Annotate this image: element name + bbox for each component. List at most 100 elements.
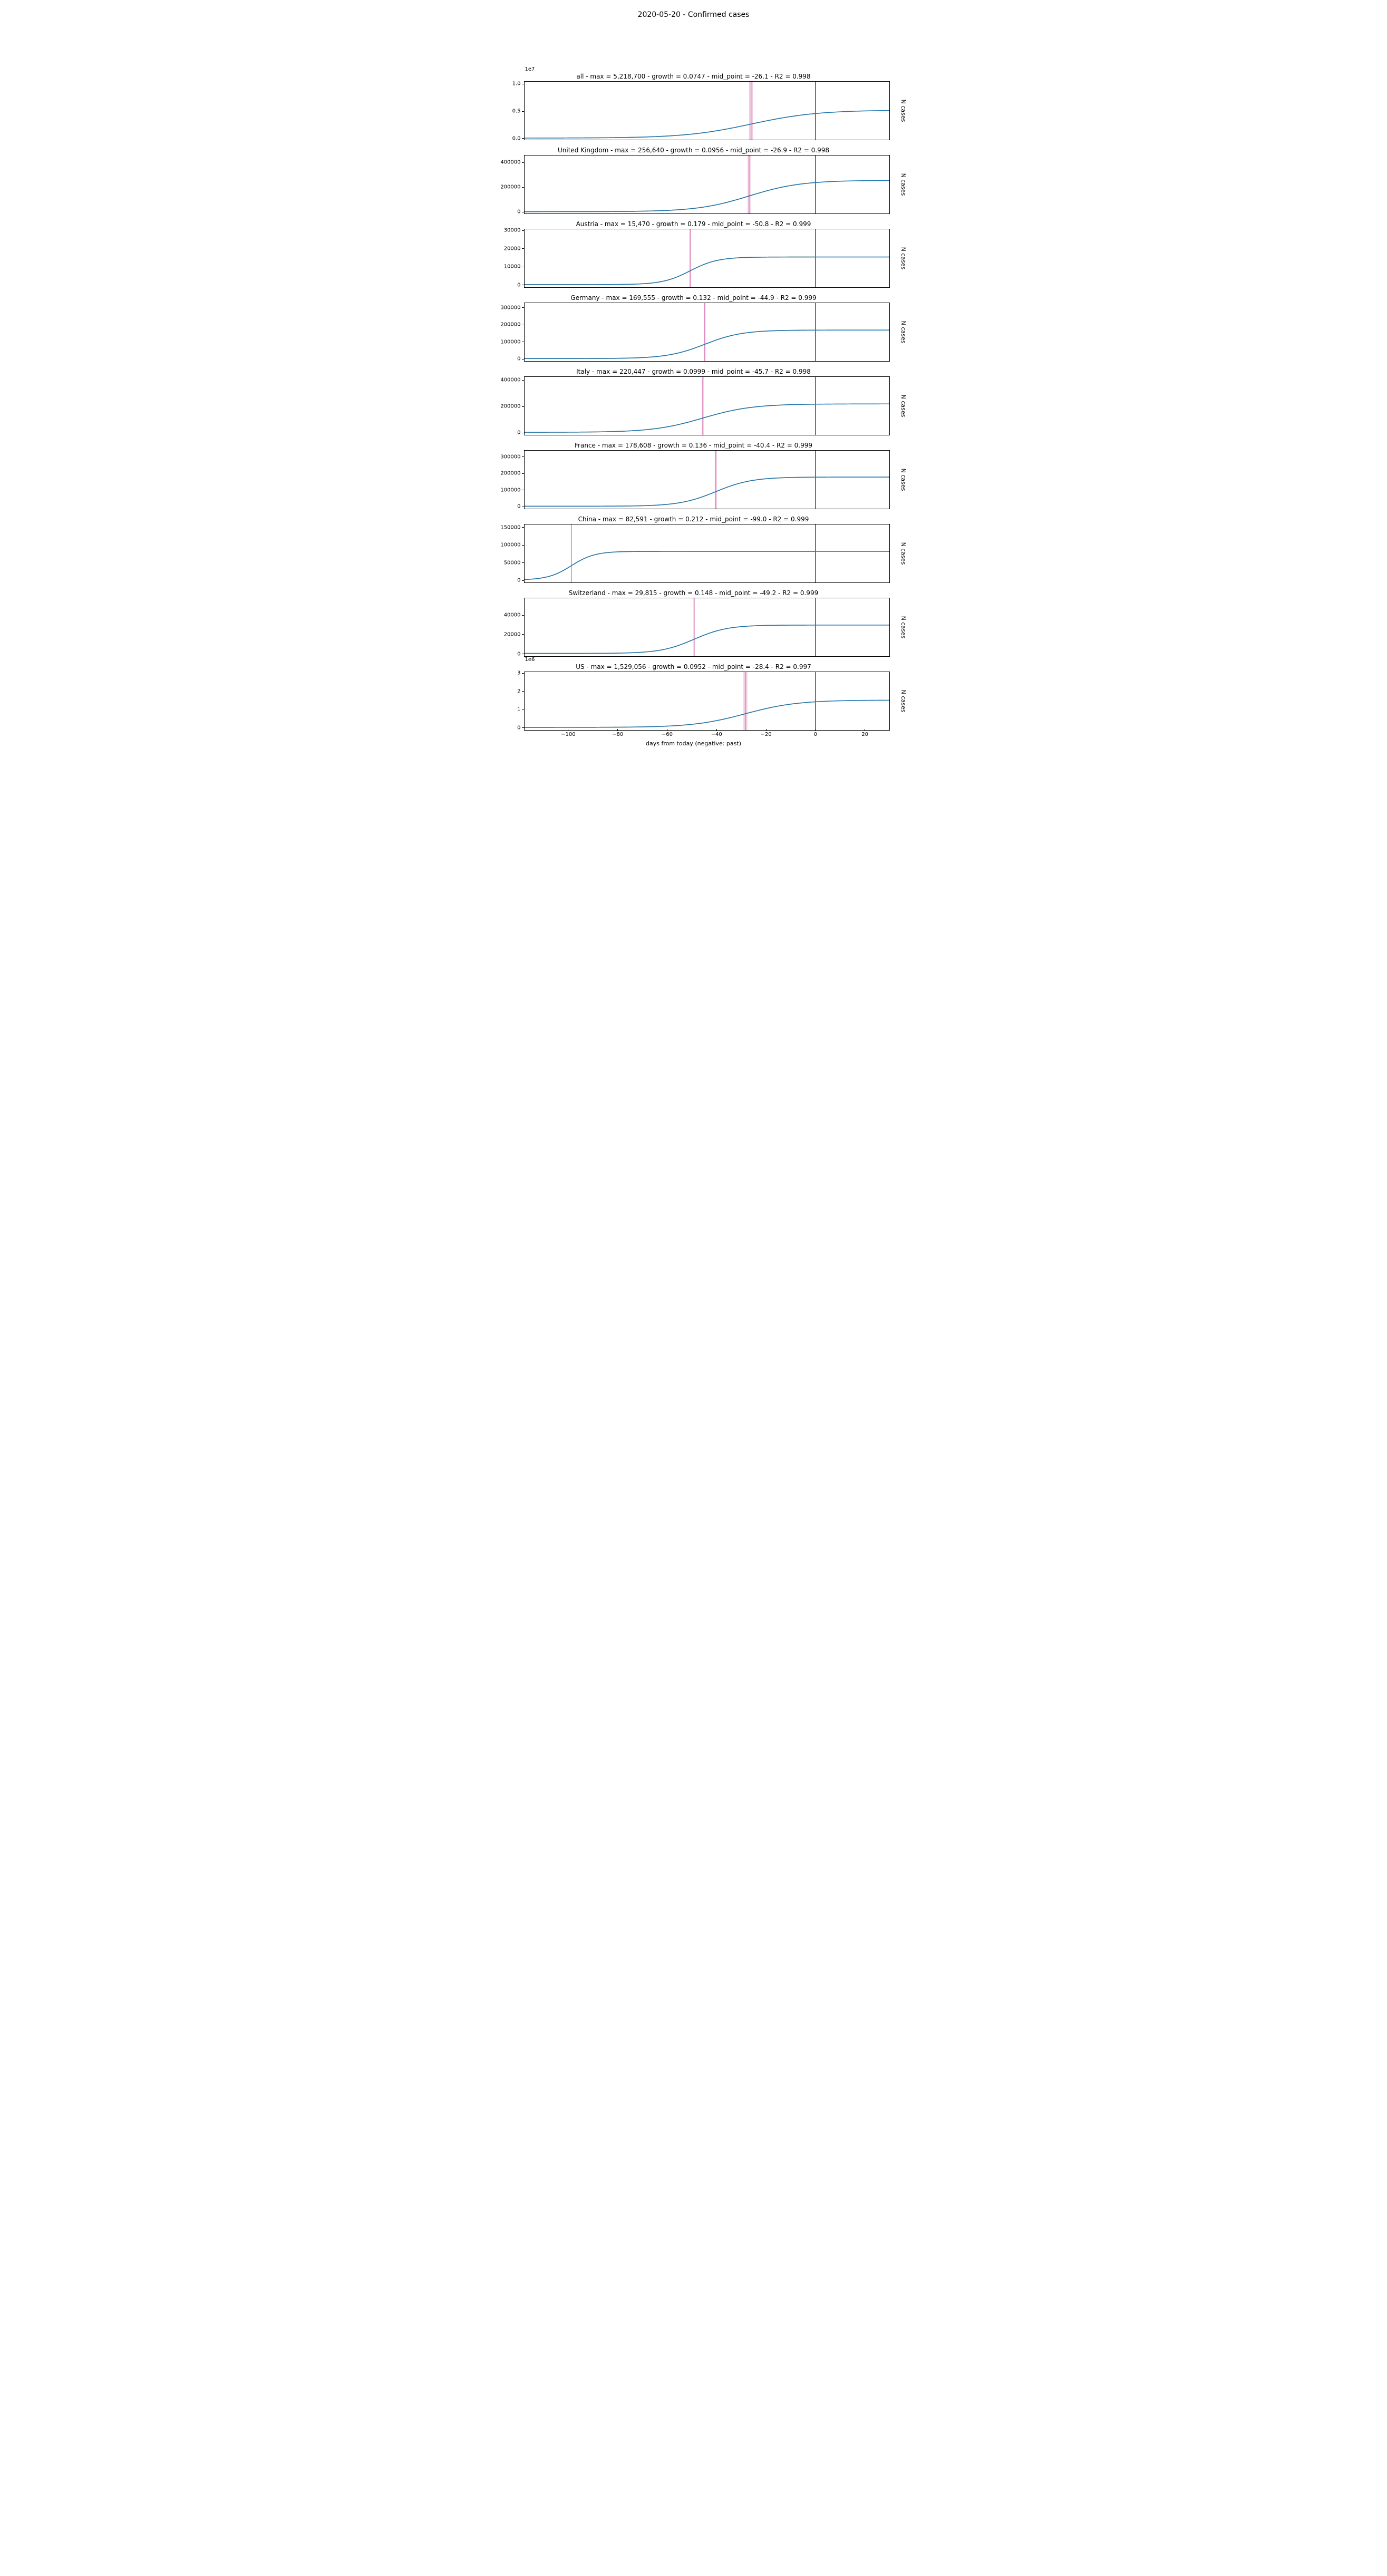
x-axis: −100−80−60−40−20020 (524, 732, 890, 739)
y-exponent (525, 288, 899, 294)
fit-series (525, 182, 816, 211)
x-axis-label: days from today (negative: past) (488, 740, 899, 747)
y-axis: 0 10000 20000 30000 (488, 229, 524, 288)
y-axis-label: N cases (899, 321, 906, 344)
y-tick-label: 400000 (500, 377, 520, 383)
fit-series (525, 113, 816, 138)
panel-switzerland: Switzerland - max = 29,815 - growth = 0.… (488, 583, 899, 657)
y-axis: 0 200000 400000 (488, 376, 524, 435)
figure-title: 2020-05-20 - Confirmed cases (488, 11, 899, 19)
plot-area (524, 155, 890, 214)
y-axis-label: N cases (899, 469, 906, 491)
plot-area (524, 376, 890, 435)
y-tick-label: 200000 (500, 184, 520, 190)
panel-all: 1e7all - max = 5,218,700 - growth = 0.07… (488, 66, 899, 140)
y-axis: 0100000200000300000 (488, 450, 524, 509)
panel-us: 1e6US - max = 1,529,056 - growth = 0.095… (488, 657, 899, 747)
y-tick-label: 200000 (500, 322, 520, 328)
y-axis-label: N cases (899, 616, 906, 639)
y-axis: 0 100000 200000 300000 (488, 303, 524, 362)
y-tick-label: 200000 (500, 471, 520, 477)
panel-uk: United Kingdom - max = 256,640 - growth … (488, 140, 899, 214)
y-axis: 0 20000 40000 (488, 598, 524, 657)
y-tick-label: 0 (517, 725, 520, 731)
panel-title: Switzerland - max = 29,815 - growth = 0.… (488, 589, 899, 597)
data-series (525, 111, 889, 138)
y-exponent: 1e7 (525, 66, 899, 73)
y-tick-label: 400000 (500, 160, 520, 166)
panel-title: China - max = 82,591 - growth = 0.212 - … (488, 516, 899, 523)
panel-austria: Austria - max = 15,470 - growth = 0.179 … (488, 214, 899, 288)
y-tick-label: 300000 (500, 454, 520, 460)
x-tick-label: −40 (711, 732, 722, 737)
x-tick-label: 20 (861, 732, 868, 737)
x-tick-label: −60 (662, 732, 673, 737)
y-tick-label: 30000 (504, 228, 521, 234)
panel-title: Austria - max = 15,470 - growth = 0.179 … (488, 220, 899, 228)
y-tick-label: 1 (517, 707, 520, 713)
fit-series (525, 330, 816, 358)
y-tick-label: 300000 (500, 305, 520, 310)
y-exponent (525, 140, 899, 147)
panel-title: France - max = 178,608 - growth = 0.136 … (488, 442, 899, 449)
panel-title: United Kingdom - max = 256,640 - growth … (488, 147, 899, 154)
y-axis-label: N cases (899, 173, 906, 196)
y-tick-label: 0.5 (512, 109, 521, 114)
plot-area (524, 81, 890, 140)
data-series (525, 625, 889, 654)
x-tick-label: −100 (561, 732, 575, 737)
y-exponent (525, 583, 899, 589)
y-axis: 0 1 2 3 (488, 672, 524, 731)
panel-italy: Italy - max = 220,447 - growth = 0.0999 … (488, 362, 899, 435)
plot-area (524, 229, 890, 288)
figure: 2020-05-20 - Confirmed cases 1e7all - ma… (488, 11, 899, 747)
y-tick-label: 20000 (504, 246, 521, 251)
y-tick-label: 0 (517, 651, 520, 657)
data-series (525, 477, 889, 506)
y-tick-label: 100000 (500, 487, 520, 493)
plot-area (524, 672, 890, 731)
panel-germany: Germany - max = 169,555 - growth = 0.132… (488, 288, 899, 362)
plot-area (524, 598, 890, 657)
y-tick-label: 200000 (500, 404, 520, 410)
y-tick-label: 1.0 (512, 81, 521, 87)
y-axis-label: N cases (899, 690, 906, 713)
y-tick-label: 10000 (504, 264, 521, 270)
data-series (525, 551, 889, 579)
panel-title: all - max = 5,218,700 - growth = 0.0747 … (488, 73, 899, 80)
fit-series (525, 551, 816, 579)
fit-series (525, 702, 816, 727)
data-series (525, 700, 889, 727)
plot-area (524, 524, 890, 583)
plot-area (524, 450, 890, 509)
y-tick-label: 3 (517, 670, 520, 676)
y-exponent (525, 362, 899, 368)
data-series (525, 330, 889, 358)
y-axis-label: N cases (899, 100, 906, 122)
y-tick-label: 0 (517, 282, 520, 288)
panel-title: Germany - max = 169,555 - growth = 0.132… (488, 294, 899, 302)
y-axis-label: N cases (899, 542, 906, 565)
fit-series (525, 477, 816, 506)
panel-title: US - max = 1,529,056 - growth = 0.0952 -… (488, 663, 899, 670)
panel-france: France - max = 178,608 - growth = 0.136 … (488, 435, 899, 509)
y-tick-label: 0 (517, 430, 520, 436)
y-axis-label: N cases (899, 395, 906, 417)
y-exponent (525, 509, 899, 516)
y-tick-label: 100000 (500, 339, 520, 345)
fit-series (525, 257, 816, 285)
x-tick-label: 0 (814, 732, 817, 737)
y-tick-label: 0 (517, 356, 520, 362)
y-axis-label: N cases (899, 247, 906, 270)
data-series (525, 180, 889, 211)
data-series (525, 404, 889, 432)
y-tick-label: 150000 (500, 524, 520, 530)
panel-china: China - max = 82,591 - growth = 0.212 - … (488, 509, 899, 583)
y-tick-label: 40000 (504, 613, 521, 618)
y-tick-label: 2 (517, 688, 520, 694)
data-series (525, 257, 889, 285)
plot-area (524, 303, 890, 362)
y-tick-label: 20000 (504, 631, 521, 637)
y-tick-label: 50000 (504, 560, 521, 566)
y-tick-label: 100000 (500, 542, 520, 548)
